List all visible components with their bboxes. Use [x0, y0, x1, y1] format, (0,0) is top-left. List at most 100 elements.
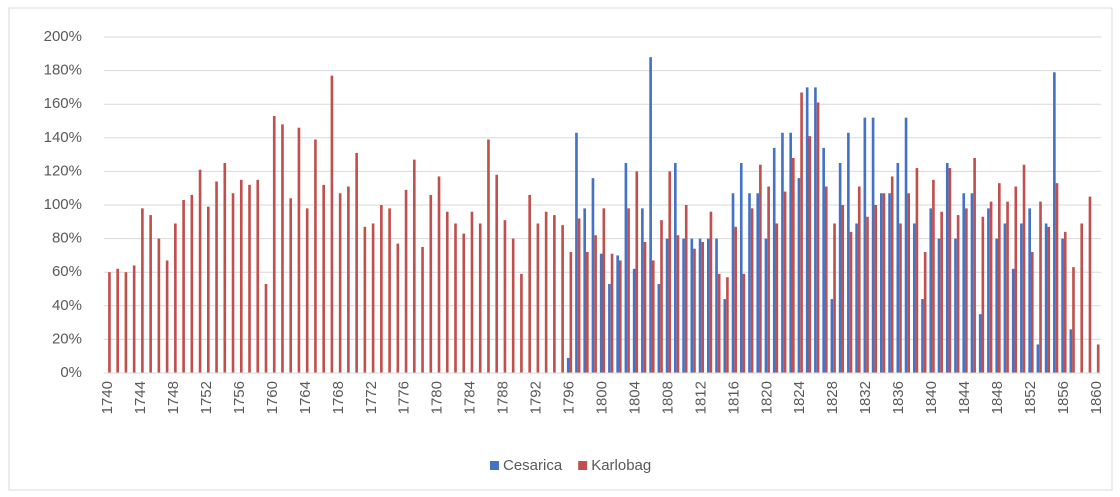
- x-tick-label: 1800: [593, 381, 610, 414]
- bar: [649, 57, 652, 373]
- x-tick-label: 1848: [989, 381, 1006, 414]
- bar: [715, 238, 718, 373]
- y-tick-label: 20%: [52, 330, 82, 347]
- bar: [841, 205, 845, 373]
- x-tick-label: 1788: [495, 381, 512, 414]
- bar: [330, 75, 334, 373]
- x-tick-label: 1824: [791, 381, 808, 414]
- bar: [932, 179, 935, 373]
- x-tick-label: 1784: [462, 381, 479, 414]
- bar: [781, 132, 784, 373]
- y-tick-label: 180%: [44, 62, 82, 79]
- bar: [912, 223, 916, 373]
- bar: [734, 226, 737, 373]
- x-tick-label: 1840: [923, 381, 940, 414]
- bar: [108, 272, 111, 373]
- bar: [775, 223, 779, 373]
- bar: [915, 168, 919, 373]
- bar: [706, 238, 710, 373]
- bar: [849, 231, 853, 373]
- x-tick-label: 1764: [297, 381, 314, 414]
- x-tick-label: 1828: [824, 381, 841, 414]
- bar: [676, 235, 680, 373]
- bar: [618, 260, 622, 373]
- bar: [149, 215, 152, 373]
- bar: [281, 124, 284, 373]
- bar: [591, 178, 595, 373]
- x-tick-label: 1792: [528, 381, 545, 414]
- bar: [896, 163, 900, 373]
- bar: [503, 220, 507, 373]
- bar: [215, 181, 218, 373]
- x-tick-label: 1772: [363, 381, 380, 414]
- legend-label: Cesarica: [503, 457, 563, 474]
- bar: [305, 208, 309, 373]
- bar: [1030, 252, 1034, 373]
- y-tick-label: 60%: [52, 263, 82, 280]
- bar: [116, 268, 119, 373]
- bar: [962, 193, 966, 373]
- bar: [847, 132, 850, 373]
- bar: [890, 176, 894, 373]
- y-tick-label: 160%: [44, 95, 82, 112]
- bar: [297, 127, 301, 373]
- x-tick-label: 1752: [198, 381, 215, 414]
- bar: [511, 238, 515, 373]
- x-tick-label: 1780: [429, 381, 446, 414]
- bar: [495, 174, 499, 373]
- bar: [206, 206, 210, 373]
- bar: [347, 186, 350, 373]
- bar: [566, 357, 570, 373]
- bar: [569, 252, 573, 373]
- bar: [627, 208, 630, 373]
- bar: [948, 168, 952, 373]
- bar: [289, 198, 293, 373]
- bar: [1036, 344, 1040, 373]
- bar: [833, 223, 836, 373]
- bar: [1063, 231, 1067, 373]
- bar: [421, 247, 424, 373]
- bar: [857, 186, 861, 373]
- bar: [437, 176, 441, 373]
- bar: [750, 208, 754, 373]
- bar: [923, 252, 927, 373]
- bar: [723, 299, 727, 373]
- bar: [314, 139, 317, 373]
- y-tick-label: 120%: [44, 162, 82, 179]
- bar: [651, 260, 655, 373]
- bar: [726, 277, 729, 373]
- legend-swatch: [490, 461, 499, 470]
- x-tick-label: 1860: [1088, 381, 1105, 414]
- bar: [404, 189, 408, 373]
- bar: [583, 208, 587, 373]
- bar: [599, 253, 603, 373]
- bar: [157, 238, 161, 373]
- x-tick-label: 1756: [231, 381, 248, 414]
- x-tick-label: 1820: [758, 381, 775, 414]
- bar: [792, 157, 795, 373]
- bar: [608, 283, 611, 373]
- x-tick-label: 1812: [692, 381, 709, 414]
- legend-label: Karlobag: [591, 457, 651, 474]
- bar: [731, 193, 735, 373]
- x-tick-label: 1816: [725, 381, 742, 414]
- bar: [478, 223, 482, 373]
- bar: [989, 201, 993, 373]
- bar: [904, 117, 908, 373]
- bar: [824, 186, 828, 373]
- bar: [1061, 238, 1064, 373]
- y-tick-label: 80%: [52, 230, 82, 247]
- x-tick-label: 1776: [396, 381, 413, 414]
- bar: [363, 226, 367, 373]
- bar: [709, 211, 713, 373]
- bar: [1003, 223, 1007, 373]
- bar: [248, 184, 251, 373]
- bar: [388, 208, 391, 373]
- bar: [561, 225, 564, 373]
- bar: [635, 171, 639, 373]
- bar: [454, 223, 457, 373]
- bar: [445, 211, 449, 373]
- bar: [682, 238, 685, 373]
- bar: [520, 273, 523, 373]
- bar: [610, 253, 614, 373]
